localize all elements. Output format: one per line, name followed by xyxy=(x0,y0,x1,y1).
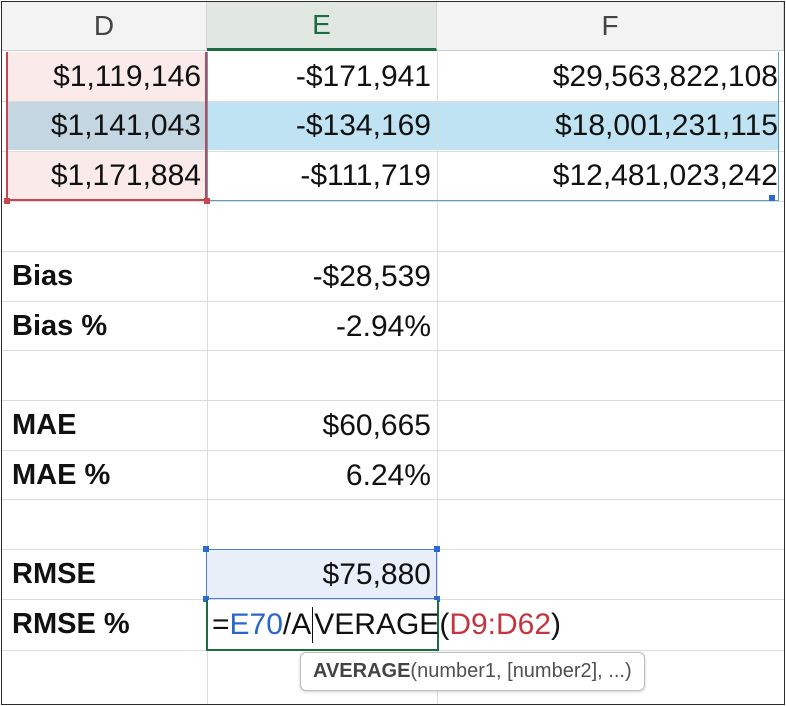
text-caret xyxy=(312,607,314,643)
ref-corner-handle-d[interactable] xyxy=(4,198,10,204)
function-argument-tooltip[interactable]: AVERAGE (number1, [number2], ...) xyxy=(300,652,645,691)
e70-handle-bl[interactable] xyxy=(203,596,209,602)
column-header-d[interactable]: D xyxy=(2,2,207,51)
cell-e-row1[interactable]: -$171,941 xyxy=(295,59,431,93)
cell-e-row3[interactable]: -$111,719 xyxy=(300,158,431,192)
cell-e-row2[interactable]: -$134,169 xyxy=(295,108,431,142)
e70-handle-tr[interactable] xyxy=(434,546,440,552)
value-bias-pct[interactable]: -2.94% xyxy=(335,309,431,343)
tooltip-arguments: (number1, [number2], ...) xyxy=(410,660,632,682)
label-bias-pct[interactable]: Bias % xyxy=(12,310,108,342)
formula-function: VERAGE( xyxy=(314,608,450,641)
cell-d-row1[interactable]: $1,119,146 xyxy=(53,59,201,93)
cell-f-row3[interactable]: $12,481,023,242 xyxy=(552,158,778,192)
cell-f-row1[interactable]: $29,563,822,108 xyxy=(552,59,778,93)
range-bg-d2 xyxy=(6,101,207,150)
e70-handle-br[interactable] xyxy=(434,596,440,602)
formula-input[interactable]: = E70/A VERAGE(D9:D62) xyxy=(212,600,561,650)
e70-handle-tl[interactable] xyxy=(203,546,209,552)
formula-equals: = xyxy=(212,608,230,641)
label-mae[interactable]: MAE xyxy=(12,409,77,441)
value-mae[interactable]: $60,665 xyxy=(322,408,431,442)
label-mae-pct[interactable]: MAE % xyxy=(12,459,111,491)
formula-divide: /A xyxy=(282,608,312,641)
range-bg-d1 xyxy=(6,52,207,101)
range-bg-d3 xyxy=(6,151,207,200)
label-bias[interactable]: Bias xyxy=(12,260,74,292)
ref-corner-handle-f[interactable] xyxy=(769,195,775,201)
value-rmse[interactable]: $75,880 xyxy=(322,557,431,591)
label-rmse-pct[interactable]: RMSE % xyxy=(12,608,130,640)
active-edit-cell[interactable] xyxy=(206,600,439,651)
formula-ref-range: D9:D62 xyxy=(449,608,552,641)
cell-grid: $1,119,146 -$171,941 $29,563,822,108 $1,… xyxy=(2,52,784,704)
cell-f-row2[interactable]: $18,001,231,115 xyxy=(555,108,778,142)
cell-d-row3[interactable]: $1,171,884 xyxy=(50,158,201,192)
value-bias[interactable]: -$28,539 xyxy=(312,259,431,293)
column-header-f[interactable]: F xyxy=(437,2,784,51)
value-mae-pct[interactable]: 6.24% xyxy=(345,458,431,492)
formula-ref-e70: E70 xyxy=(229,608,283,641)
selected-row-bg xyxy=(207,101,779,150)
column-header-e[interactable]: E xyxy=(207,2,437,51)
cell-d-row2[interactable]: $1,141,043 xyxy=(50,108,201,142)
formula-close-paren: ) xyxy=(551,608,562,641)
ref-corner-handle-d2[interactable] xyxy=(204,198,210,204)
referenced-cell-e70[interactable] xyxy=(206,549,437,599)
tooltip-function-name[interactable]: AVERAGE xyxy=(313,660,411,682)
label-rmse[interactable]: RMSE xyxy=(12,558,96,590)
